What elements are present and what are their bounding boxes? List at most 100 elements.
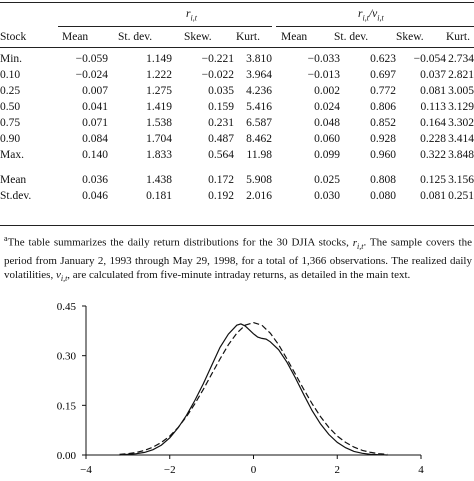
- table-cell: 0.231: [208, 117, 234, 129]
- column-header: Skew.: [396, 31, 424, 43]
- table-cell: 3.005: [448, 85, 474, 97]
- chart-lines: [119, 321, 388, 456]
- table-cell: 0.140: [82, 149, 108, 161]
- table-cell: 1.149: [146, 53, 172, 65]
- normal-density-curve: [119, 321, 388, 455]
- table-cell: 0.564: [208, 149, 234, 161]
- table-cell: 3.302: [448, 117, 474, 129]
- table-cell: 0.181: [146, 190, 172, 202]
- table-cell: −0.059: [75, 53, 108, 65]
- table-cell: 1.222: [146, 69, 172, 81]
- x-tick-label: −2: [164, 464, 176, 476]
- table-cell: 0.007: [82, 85, 108, 97]
- row-label: Mean: [0, 174, 27, 186]
- empirical-density-curve: [119, 323, 388, 456]
- group-header-returns: ri,t: [186, 8, 197, 23]
- table-cell: 0.228: [420, 133, 446, 145]
- column-header: Mean: [281, 31, 308, 43]
- row-label: St.dev.: [0, 190, 32, 202]
- row-label: Max.: [0, 149, 24, 161]
- y-tick-label: 0.30: [57, 351, 77, 363]
- table-cell: 2.821: [448, 69, 474, 81]
- table-cell: 1.833: [146, 149, 172, 161]
- table-cell: 0.172: [208, 174, 234, 186]
- table-cell: 0.036: [82, 174, 108, 186]
- table-cell: 0.164: [420, 117, 446, 129]
- table-cell: 1.704: [146, 133, 172, 145]
- row-label: 0.75: [0, 117, 21, 129]
- table-cell: 0.322: [420, 149, 446, 161]
- table-bottom-rule: [0, 225, 474, 226]
- chart-axes: −4 −2 0 2 4 0.00 0.15 0.30 0.45: [57, 301, 425, 476]
- row-label: 0.90: [0, 133, 21, 145]
- group-header-standardized-returns: ri,t/vi,t: [358, 8, 384, 23]
- x-tick-label: −4: [80, 464, 92, 476]
- table-cell: 5.416: [246, 101, 272, 113]
- header-rule: [0, 47, 474, 48]
- column-header: St. dev.: [118, 31, 153, 43]
- table-cell: 0.024: [314, 101, 340, 113]
- table-cell: 0.071: [82, 117, 108, 129]
- table-cell: 1.275: [146, 85, 172, 97]
- table-cell: 0.806: [370, 101, 396, 113]
- table-cell: 0.030: [314, 190, 340, 202]
- table-cell: 0.081: [420, 85, 446, 97]
- table-cell: −0.221: [201, 53, 234, 65]
- table-cell: 3.414: [448, 133, 474, 145]
- table-cell: 2.734: [448, 53, 474, 65]
- table-cell: 0.084: [82, 133, 108, 145]
- table-cell: 0.002: [314, 85, 340, 97]
- y-tick-label: 0.45: [57, 301, 77, 313]
- x-tick-label: 0: [251, 464, 257, 476]
- table-cell: 2.016: [246, 190, 272, 202]
- x-tick-label: 2: [335, 464, 341, 476]
- table-cell: 0.487: [208, 133, 234, 145]
- table-cell: 0.928: [370, 133, 396, 145]
- table-cell: 1.538: [146, 117, 172, 129]
- table-cell: 0.081: [420, 190, 446, 202]
- table-cell: 0.159: [208, 101, 234, 113]
- table-cell: 1.419: [146, 101, 172, 113]
- table-cell: 3.848: [448, 149, 474, 161]
- table-cell: 11.98: [246, 149, 272, 161]
- table-cell: 0.960: [370, 149, 396, 161]
- table-cell: −0.022: [201, 69, 234, 81]
- table-cell: 0.808: [370, 174, 396, 186]
- summary-table: ri,t ri,t/vi,t Stock Mean St. dev. Skew. Kur…: [0, 0, 474, 230]
- table-cell: 3.810: [246, 53, 272, 65]
- column-header: Kurt.: [236, 31, 260, 43]
- table-cell: 0.251: [448, 190, 474, 202]
- table-cell: 0.041: [82, 101, 108, 113]
- table-cell: 1.438: [146, 174, 172, 186]
- row-label: 0.50: [0, 101, 21, 113]
- table-cell: −0.013: [307, 69, 340, 81]
- y-tick-label: 0.15: [57, 400, 77, 412]
- table-footnote: aThe table summarizes the daily return d…: [4, 234, 472, 284]
- table-cell: −0.054: [413, 53, 446, 65]
- table-cell: 3.156: [448, 174, 474, 186]
- table-cell: 3.964: [246, 69, 272, 81]
- table-cell: 0.852: [370, 117, 396, 129]
- table-cell: 0.035: [208, 85, 234, 97]
- table-cell: 0.080: [370, 190, 396, 202]
- y-tick-label: 0.00: [57, 450, 77, 462]
- table-cell: 0.623: [370, 53, 396, 65]
- table-cell: −0.033: [307, 53, 340, 65]
- table-cell: 0.125: [420, 174, 446, 186]
- row-label: Min.: [0, 53, 23, 65]
- table-cell: 6.587: [246, 117, 272, 129]
- table-cell: 0.060: [314, 133, 340, 145]
- column-header: Stock: [0, 31, 27, 43]
- table-cell: 0.113: [420, 101, 446, 113]
- footnote-marker: a: [4, 234, 8, 243]
- column-header: Skew.: [184, 31, 212, 43]
- row-label: 0.10: [0, 69, 21, 81]
- group-rule-left: [58, 26, 272, 27]
- table-cell: 0.697: [370, 69, 396, 81]
- table-cell: 0.772: [370, 85, 396, 97]
- table-cell: 4.236: [246, 85, 272, 97]
- column-header: St. dev.: [334, 31, 369, 43]
- x-tick-label: 4: [418, 464, 424, 476]
- table-cell: 3.129: [448, 101, 474, 113]
- row-label: 0.25: [0, 85, 21, 97]
